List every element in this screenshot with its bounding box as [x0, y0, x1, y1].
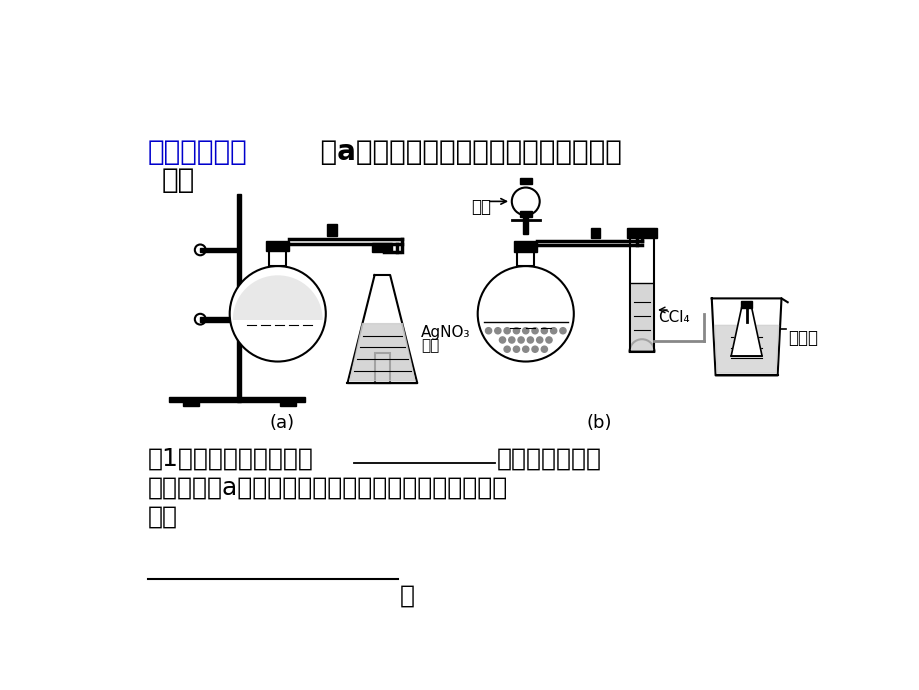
Wedge shape — [629, 339, 653, 351]
Text: ；: ； — [400, 583, 414, 607]
Text: 验。: 验。 — [162, 166, 195, 194]
Circle shape — [560, 328, 565, 334]
Bar — [169, 397, 304, 402]
Circle shape — [522, 328, 528, 334]
Text: 液溴: 液溴 — [471, 197, 491, 215]
Bar — [590, 228, 599, 238]
Bar — [629, 229, 653, 351]
Circle shape — [477, 266, 573, 362]
Polygon shape — [731, 302, 761, 356]
Circle shape — [230, 266, 325, 362]
Text: 浓氨水: 浓氨水 — [787, 329, 817, 347]
Text: CCl₄: CCl₄ — [658, 310, 689, 325]
Bar — [327, 224, 336, 236]
Bar — [630, 283, 652, 350]
Text: （1）苯与液溴反应属于: （1）苯与液溴反应属于 — [147, 446, 313, 471]
Bar — [519, 210, 531, 217]
Circle shape — [545, 337, 551, 343]
Bar — [269, 243, 286, 266]
Bar — [183, 402, 199, 406]
Circle shape — [494, 328, 501, 334]
Polygon shape — [347, 275, 417, 383]
Circle shape — [499, 337, 505, 343]
Bar — [266, 241, 289, 250]
Bar — [200, 248, 239, 253]
Polygon shape — [349, 324, 414, 381]
Circle shape — [540, 328, 547, 334]
Circle shape — [504, 328, 510, 334]
Circle shape — [485, 328, 491, 334]
Circle shape — [504, 346, 510, 353]
Bar — [523, 217, 528, 234]
Bar — [372, 243, 392, 253]
Polygon shape — [711, 298, 780, 375]
Circle shape — [536, 337, 542, 343]
Circle shape — [550, 328, 556, 334]
Bar — [741, 302, 751, 308]
Circle shape — [517, 337, 524, 343]
Circle shape — [513, 328, 519, 334]
Text: 答）: 答） — [147, 505, 177, 529]
Text: (a): (a) — [268, 414, 294, 432]
Text: 型）；图（a）装置中缺少什么仪器（如果不缺不必作: 型）；图（a）装置中缺少什么仪器（如果不缺不必作 — [147, 475, 507, 500]
Polygon shape — [714, 326, 777, 373]
Bar — [279, 402, 295, 406]
Bar — [519, 178, 531, 184]
Circle shape — [522, 346, 528, 353]
Circle shape — [531, 346, 538, 353]
Text: 反应（填反应类: 反应（填反应类 — [495, 446, 601, 471]
Text: AgNO₃: AgNO₃ — [421, 326, 471, 340]
Text: (b): (b) — [586, 414, 611, 432]
Bar — [627, 228, 656, 238]
Bar — [514, 241, 537, 253]
Text: 溶液: 溶液 — [421, 338, 439, 353]
Bar — [374, 353, 390, 383]
Bar — [237, 195, 241, 402]
Circle shape — [527, 337, 533, 343]
Circle shape — [513, 346, 519, 353]
Bar — [516, 244, 534, 266]
Circle shape — [531, 328, 538, 334]
Circle shape — [511, 188, 539, 215]
Bar — [200, 317, 239, 322]
Circle shape — [540, 346, 547, 353]
Text: 图a是某教师完成苯与液溴反应的演示实: 图a是某教师完成苯与液溴反应的演示实 — [281, 138, 621, 166]
Circle shape — [508, 337, 515, 343]
Wedge shape — [233, 275, 323, 320]
Text: 【典例导析】: 【典例导析】 — [147, 138, 247, 166]
